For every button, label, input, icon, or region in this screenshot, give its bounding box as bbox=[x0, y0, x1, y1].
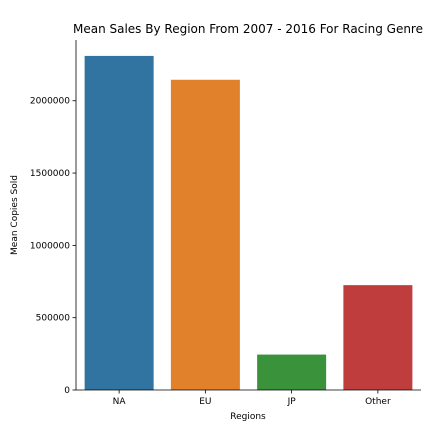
bar-jp bbox=[257, 354, 327, 390]
y-axis-label: Mean Copies Sold bbox=[10, 175, 20, 255]
y-axis-ticks: 0 500000 1000000 1500000 2000000 bbox=[30, 97, 76, 396]
y-tick-label: 1500000 bbox=[30, 169, 70, 179]
bar-other bbox=[343, 285, 413, 390]
x-tick-label: NA bbox=[113, 397, 127, 407]
y-tick-label: 0 bbox=[64, 386, 70, 396]
x-tick-label: Other bbox=[365, 397, 391, 407]
x-tick-label: EU bbox=[199, 397, 211, 407]
x-tick-label: JP bbox=[287, 397, 297, 407]
chart-title: Mean Sales By Region From 2007 - 2016 Fo… bbox=[73, 22, 423, 36]
bar-eu bbox=[170, 79, 240, 391]
bar-na bbox=[84, 55, 154, 390]
bars-group bbox=[84, 55, 413, 391]
x-axis-ticks: NA EU JP Other bbox=[113, 390, 391, 407]
y-tick-label: 1000000 bbox=[30, 241, 70, 251]
x-axis-label: Regions bbox=[230, 412, 266, 422]
y-tick-label: 500000 bbox=[36, 314, 71, 324]
y-tick-label: 2000000 bbox=[30, 97, 70, 107]
